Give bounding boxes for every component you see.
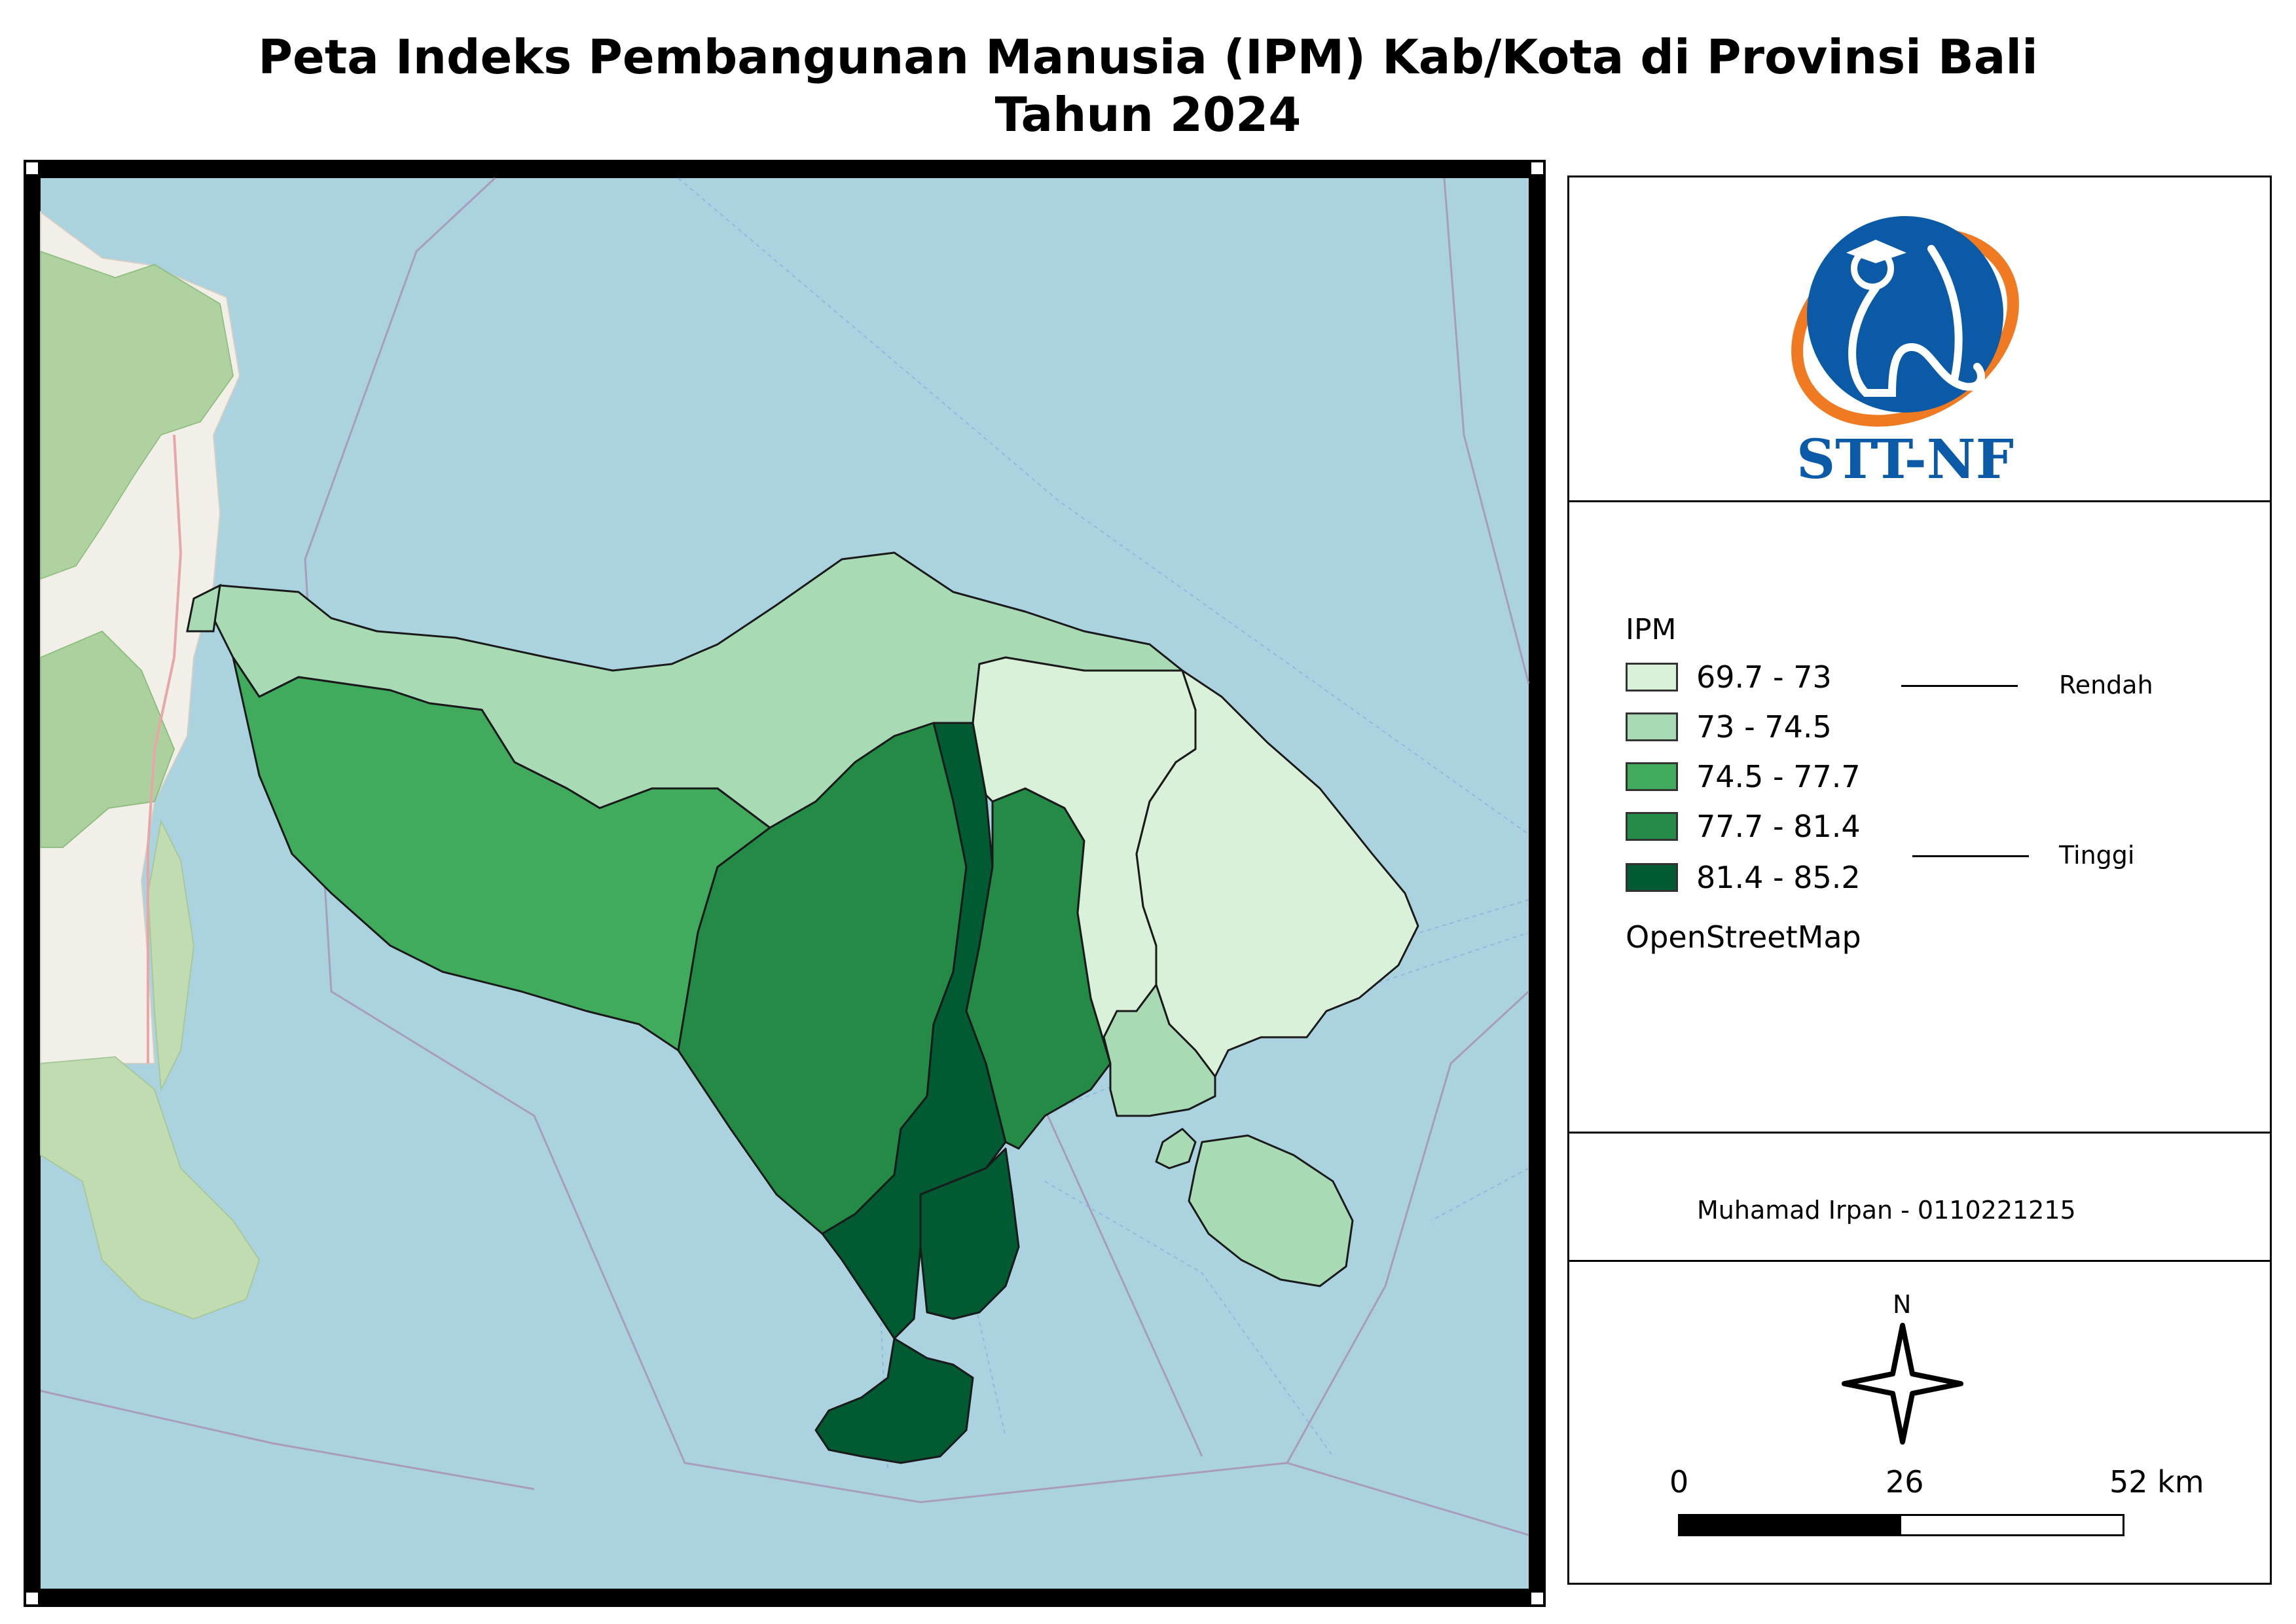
- legend-label: 74.5 - 77.7: [1696, 759, 1861, 794]
- legend-swatch: [1626, 663, 1678, 692]
- java-peninsula: [40, 1056, 261, 1320]
- author-label: Muhamad Irpan - 0110221215: [1697, 1196, 2076, 1225]
- low-indicator-line: [1901, 685, 2018, 687]
- java-forest-north: [40, 250, 234, 580]
- scale-label: 52 km: [2109, 1464, 2204, 1500]
- legend-item: 69.7 - 73: [1626, 659, 1832, 695]
- low-label: Rendah: [2059, 671, 2153, 699]
- high-indicator-line: [1912, 855, 2029, 857]
- legend-item: 74.5 - 77.7: [1626, 759, 1861, 794]
- legend-swatch: [1626, 762, 1678, 791]
- legend-label: 77.7 - 81.4: [1696, 809, 1861, 844]
- legend-swatch: [1626, 812, 1678, 841]
- basemap-source: OpenStreetMap: [1626, 919, 1861, 955]
- java-forest-mid: [40, 630, 175, 848]
- north-arrow-icon: [1842, 1323, 1963, 1445]
- legend-item: 73 - 74.5: [1626, 709, 1832, 745]
- high-label: Tinggi: [2059, 841, 2135, 870]
- region-nusa-penida: [1188, 1134, 1354, 1287]
- scale-bar: [1678, 1514, 2124, 1536]
- scale-bar-black: [1680, 1516, 1901, 1534]
- divider-legend-author: [1567, 1132, 2272, 1134]
- legend-item: 77.7 - 81.4: [1626, 809, 1861, 844]
- divider-logo-legend: [1567, 500, 2272, 502]
- legend-item: 81.4 - 85.2: [1626, 860, 1861, 895]
- legend-label: 81.4 - 85.2: [1696, 860, 1861, 895]
- scale-bar-white: [1901, 1516, 2123, 1534]
- region-klungkung: [1102, 984, 1216, 1117]
- map-canvas[interactable]: [24, 160, 1546, 1607]
- map-title: Peta Indeks Pembangunan Manusia (IPM) Ka…: [258, 29, 2038, 84]
- logo: STT-NF: [1768, 216, 2043, 491]
- legend-label: 69.7 - 73: [1696, 659, 1832, 695]
- region-karangasem: [1135, 669, 1419, 1078]
- divider-author-scale: [1567, 1260, 2272, 1262]
- scale-label: 26: [1886, 1464, 1924, 1500]
- java-road: [147, 434, 183, 1063]
- legend-title: IPM: [1626, 613, 1677, 646]
- region-nusa-lembongan: [1155, 1128, 1197, 1170]
- region-badung-south: [814, 1337, 974, 1464]
- maritime-boundaries: [40, 177, 1530, 1536]
- legend-swatch: [1626, 712, 1678, 741]
- logo-text: STT-NF: [1796, 428, 2014, 491]
- legend-swatch: [1626, 863, 1678, 892]
- region-denpasar: [919, 1147, 1020, 1320]
- legend-label: 73 - 74.5: [1696, 709, 1832, 745]
- north-label: N: [1893, 1290, 1912, 1319]
- map-subtitle: Tahun 2024: [994, 87, 1302, 142]
- scale-label: 0: [1669, 1464, 1689, 1500]
- region-buleleng-tip: [186, 583, 221, 633]
